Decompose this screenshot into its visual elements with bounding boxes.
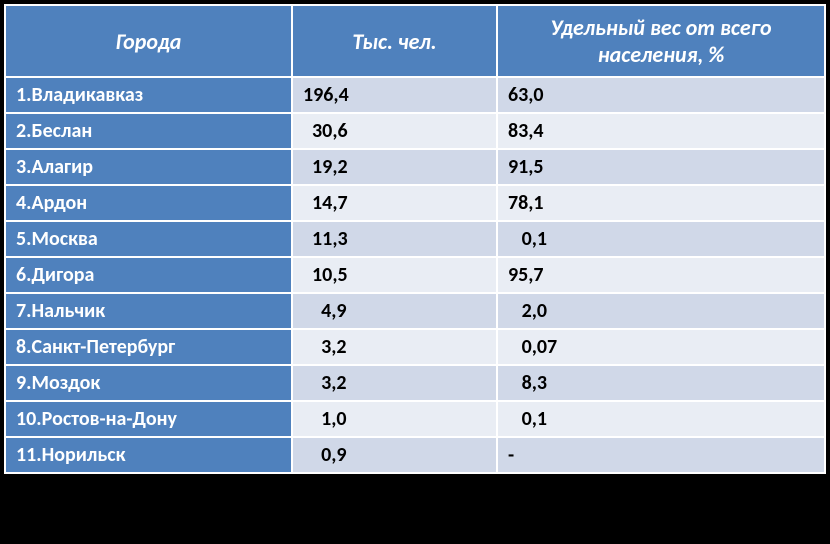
pct-cell: 63,0 <box>497 77 825 113</box>
city-cell: 11.Норильск <box>5 437 292 473</box>
pop-cell: 4,9 <box>292 293 497 329</box>
city-cell: 6.Дигора <box>5 257 292 293</box>
pop-cell: 0,9 <box>292 437 497 473</box>
pct-cell: 78,1 <box>497 185 825 221</box>
pop-cell: 11,3 <box>292 221 497 257</box>
pct-cell: 0,07 <box>497 329 825 365</box>
table-row: 3.Алагир 19,2 91,5 <box>5 149 825 185</box>
table-row: 4.Ардон 14,7 78,1 <box>5 185 825 221</box>
table-body: 1.Владикавказ 196,4 63,0 2.Беслан 30,6 8… <box>5 77 825 473</box>
table-row: 11.Норильск 0,9 - <box>5 437 825 473</box>
pct-cell: 0,1 <box>497 221 825 257</box>
city-cell: 5.Москва <box>5 221 292 257</box>
city-cell: 3.Алагир <box>5 149 292 185</box>
header-row: Города Тыс. чел. Удельный вес от всего н… <box>5 5 825 77</box>
city-cell: 2.Беслан <box>5 113 292 149</box>
pct-cell: - <box>497 437 825 473</box>
pct-cell: 83,4 <box>497 113 825 149</box>
city-cell: 8.Санкт-Петербург <box>5 329 292 365</box>
pop-cell: 3,2 <box>292 365 497 401</box>
pop-cell: 3,2 <box>292 329 497 365</box>
pct-cell: 95,7 <box>497 257 825 293</box>
pct-cell: 2,0 <box>497 293 825 329</box>
population-table: Города Тыс. чел. Удельный вес от всего н… <box>4 4 826 474</box>
table-row: 10.Ростов-на-Дону 1,0 0,1 <box>5 401 825 437</box>
pct-cell: 91,5 <box>497 149 825 185</box>
pop-cell: 196,4 <box>292 77 497 113</box>
city-cell: 4.Ардон <box>5 185 292 221</box>
header-population: Тыс. чел. <box>292 5 497 77</box>
pop-cell: 1,0 <box>292 401 497 437</box>
city-cell: 10.Ростов-на-Дону <box>5 401 292 437</box>
table-row: 1.Владикавказ 196,4 63,0 <box>5 77 825 113</box>
table-row: 2.Беслан 30,6 83,4 <box>5 113 825 149</box>
pop-cell: 19,2 <box>292 149 497 185</box>
header-cities: Города <box>5 5 292 77</box>
city-cell: 9.Моздок <box>5 365 292 401</box>
table-row: 9.Моздок 3,2 8,3 <box>5 365 825 401</box>
pop-cell: 30,6 <box>292 113 497 149</box>
pct-cell: 8,3 <box>497 365 825 401</box>
pop-cell: 10,5 <box>292 257 497 293</box>
city-cell: 1.Владикавказ <box>5 77 292 113</box>
header-percentage: Удельный вес от всего населения, % <box>497 5 825 77</box>
table-row: 6.Дигора 10,5 95,7 <box>5 257 825 293</box>
pop-cell: 14,7 <box>292 185 497 221</box>
table-row: 5.Москва 11,3 0,1 <box>5 221 825 257</box>
table-row: 8.Санкт-Петербург 3,2 0,07 <box>5 329 825 365</box>
table-row: 7.Нальчик 4,9 2,0 <box>5 293 825 329</box>
city-cell: 7.Нальчик <box>5 293 292 329</box>
pct-cell: 0,1 <box>497 401 825 437</box>
